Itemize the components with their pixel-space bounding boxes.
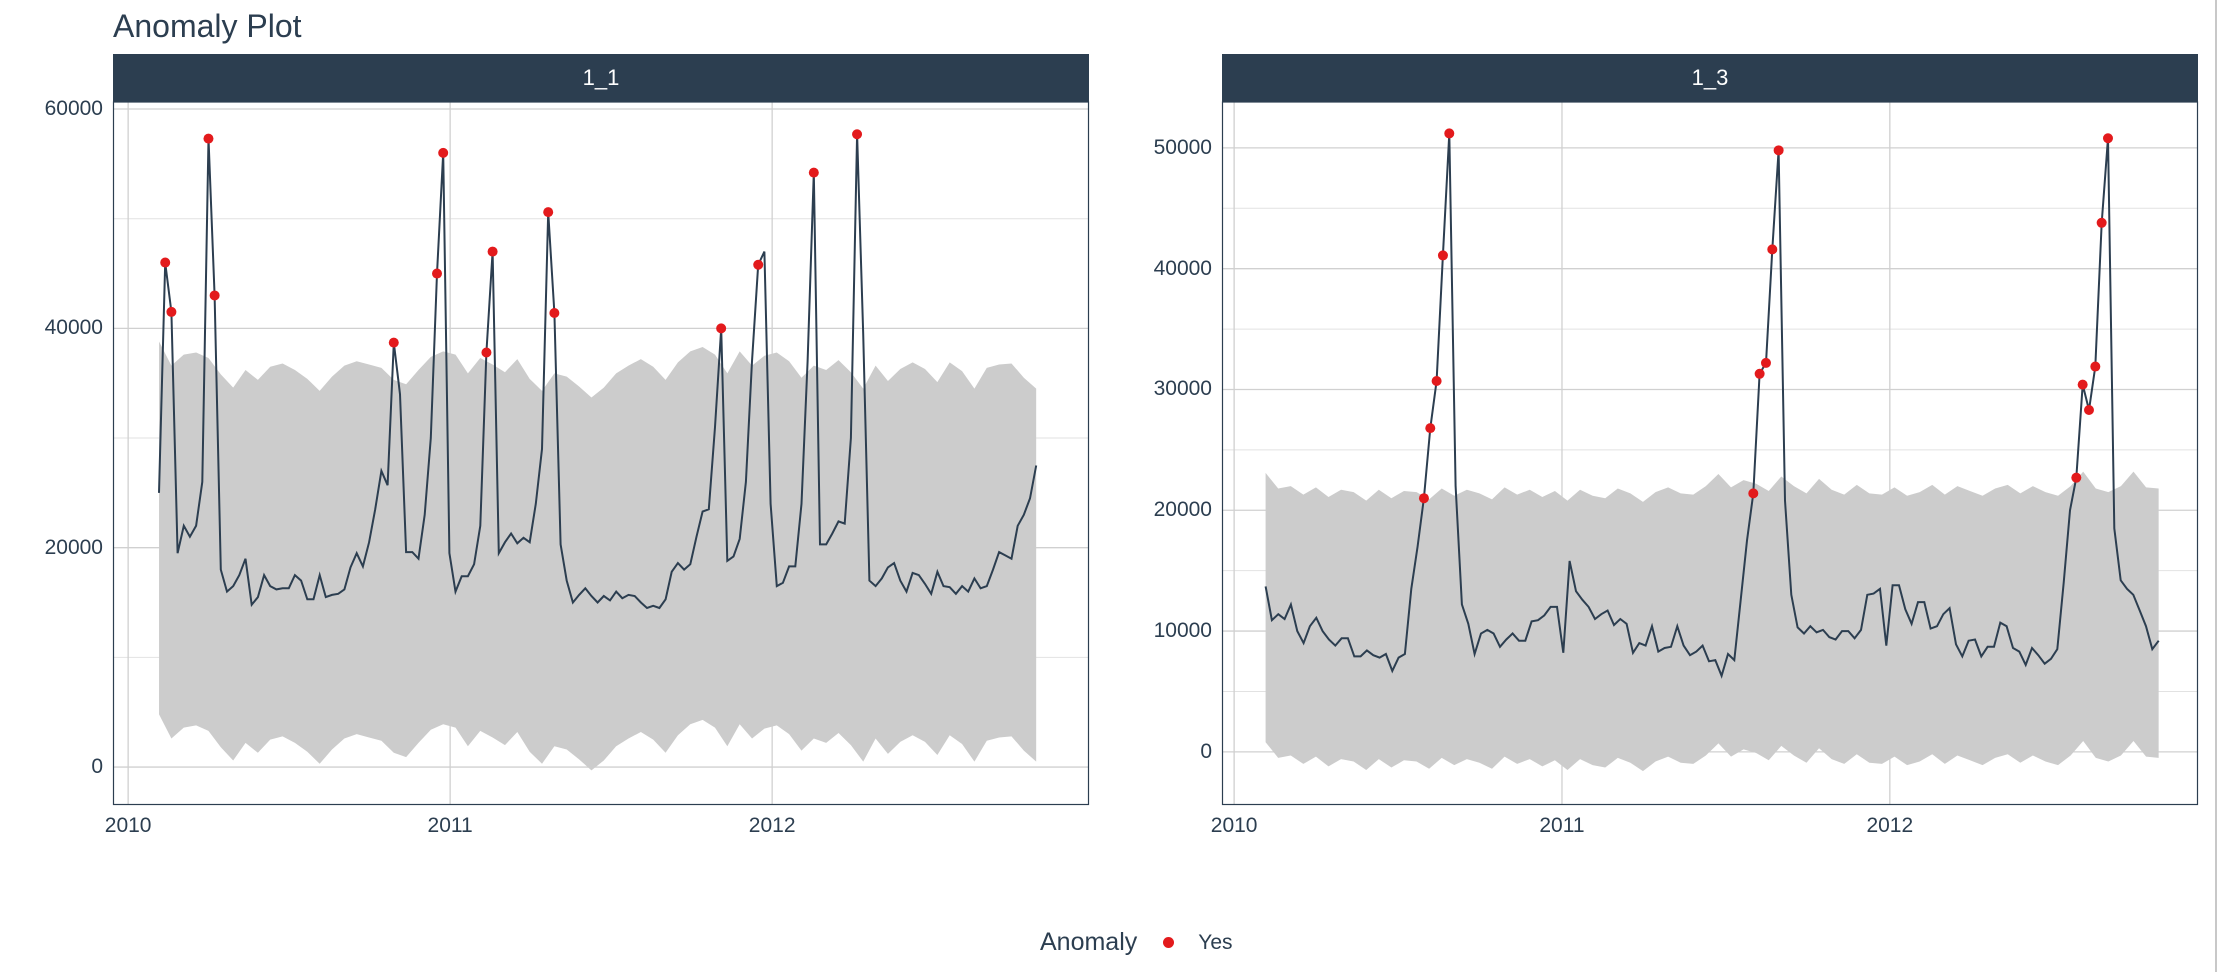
facet-panel-1 [112,101,1090,806]
anomaly-point [549,308,560,319]
x-tick-label: 2012 [1866,814,1914,837]
anomaly-point [1754,368,1765,379]
anomaly-point [2083,405,2094,416]
chart-title: Anomaly Plot [113,8,302,44]
anomaly-point [203,133,214,144]
legend: Anomaly Yes [1040,928,1233,957]
anomaly-point [438,147,449,158]
facet-strip-2: 1_3 [1222,54,2198,102]
legend-label-yes: Yes [1198,930,1233,954]
anomaly-point [209,290,220,301]
y-tick-label: 20000 [1153,498,1212,522]
x-tick-label: 2012 [748,814,796,837]
legend-title: Anomaly [1040,928,1138,956]
panel-border [1221,101,2199,806]
panel-border [112,101,1090,806]
legend-anomaly-dot-icon [1163,937,1175,948]
y-tick-label: 40000 [44,316,103,340]
facet-strip-1: 1_1 [113,54,1089,102]
x-tick-label: 2011 [1539,814,1585,837]
anomaly-point [481,347,492,358]
y-tick-label: 0 [91,755,103,779]
anomaly-point [166,306,177,317]
x-tick-label: 2010 [104,814,152,837]
anomaly-point [716,323,727,334]
window-edge [2215,0,2217,972]
anomaly-point [808,167,819,178]
facet-panel-2 [1221,101,2199,806]
y-tick-label: 10000 [1153,619,1212,643]
anomaly-point [2077,379,2088,390]
anomaly-point [1425,423,1436,434]
y-tick-label: 50000 [1153,135,1212,159]
anomaly-point [2090,361,2101,372]
facet-label-2: 1_3 [1691,65,1729,90]
anomaly-band [159,341,1037,771]
anomaly-point [753,259,764,270]
anomaly-point [2096,217,2107,228]
facet-label-1: 1_1 [582,65,620,90]
anomaly-point [852,129,863,140]
y-tick-label: 0 [1200,739,1212,763]
anomaly-point [487,246,498,257]
anomaly-point [1418,493,1429,504]
anomaly-point [432,268,443,279]
anomaly-point [543,207,554,218]
anomaly-point [1773,145,1784,156]
x-tick-label: 2011 [427,814,473,837]
anomaly-point [2102,133,2113,144]
anomaly-point [1767,244,1778,255]
anomaly-point [1748,488,1759,499]
series-line [1264,133,2160,679]
y-tick-label: 30000 [1153,377,1212,401]
anomaly-point [1444,128,1455,139]
anomaly-point [1437,250,1448,261]
anomaly-band [1265,471,2159,772]
anomaly-point [160,257,171,268]
anomaly-point [1760,357,1771,368]
y-tick-label: 60000 [44,97,103,121]
x-tick-label: 2010 [1210,814,1258,837]
anomaly-point [2071,472,2082,483]
anomaly-point [388,337,399,348]
anomaly-point [1431,376,1442,387]
series-line [158,134,1038,610]
y-tick-label: 20000 [44,535,103,559]
y-tick-label: 40000 [1153,256,1212,280]
